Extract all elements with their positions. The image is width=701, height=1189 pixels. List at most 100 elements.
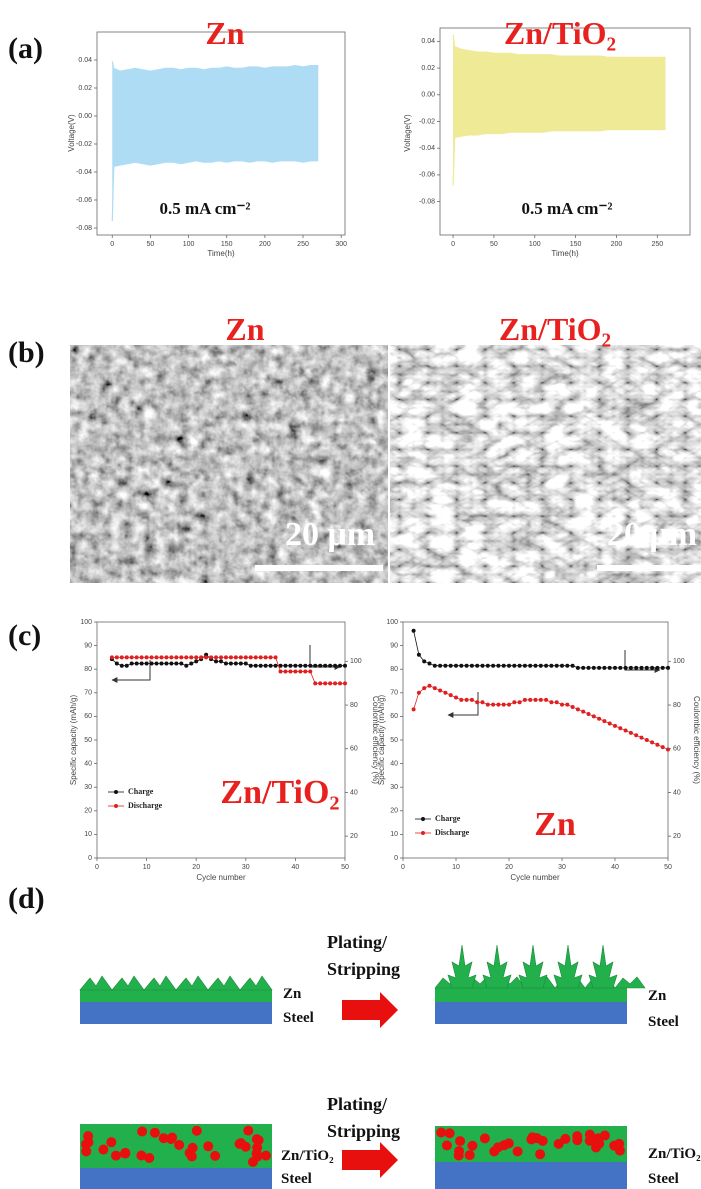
data-point xyxy=(470,698,474,702)
data-point xyxy=(486,703,490,707)
data-point xyxy=(323,664,327,668)
figure: (a) (b) (c) (d) Zn Zn/TiO₂ 20 μm 20 μm P… xyxy=(0,0,701,1189)
y-tick-label: 60 xyxy=(390,713,398,720)
data-point xyxy=(264,664,268,668)
panel-label: (b) xyxy=(8,336,45,369)
data-point xyxy=(608,666,612,670)
data-point xyxy=(328,664,332,668)
data-point xyxy=(587,712,591,716)
chart-title: Zn xyxy=(205,15,244,51)
scale-bar xyxy=(255,565,383,571)
x-tick-label: 50 xyxy=(341,864,349,871)
tio2-particle xyxy=(261,1151,271,1161)
data-point xyxy=(164,662,168,666)
layer-label: Zn/TiO₂ xyxy=(281,1148,334,1164)
data-point xyxy=(645,738,649,742)
tio2-particle xyxy=(591,1137,601,1147)
band-edge xyxy=(453,129,665,185)
x-tick-label: 150 xyxy=(570,241,582,248)
data-point xyxy=(592,714,596,718)
data-point xyxy=(214,655,218,659)
data-point xyxy=(587,666,591,670)
x-tick-label: 0 xyxy=(110,241,114,248)
data-point xyxy=(459,664,463,668)
y-tick-label: 0 xyxy=(88,855,92,862)
schematic xyxy=(80,945,645,1189)
data-point xyxy=(438,664,442,668)
layer-label: Steel xyxy=(648,1171,679,1187)
data-point xyxy=(602,719,606,723)
zn-spike xyxy=(144,976,176,990)
data-point xyxy=(539,698,543,702)
data-point xyxy=(412,629,416,633)
y-tick-label: 50 xyxy=(390,737,398,744)
data-point xyxy=(518,664,522,668)
x-tick-label: 100 xyxy=(529,241,541,248)
data-point xyxy=(438,688,442,692)
data-point xyxy=(655,666,659,670)
data-point xyxy=(174,655,178,659)
data-point xyxy=(110,655,114,659)
data-point xyxy=(303,670,307,674)
data-point xyxy=(666,747,670,751)
data-point xyxy=(650,740,654,744)
data-point xyxy=(254,655,258,659)
panel-label: (c) xyxy=(8,619,41,652)
data-point xyxy=(449,664,453,668)
y-tick-label: -0.04 xyxy=(419,145,435,152)
y-tick-label: 50 xyxy=(84,737,92,744)
data-point xyxy=(549,664,553,668)
y2-tick-label: 20 xyxy=(350,833,358,840)
layer-label: Steel xyxy=(648,1014,679,1030)
data-point xyxy=(565,703,569,707)
y-tick-label: 0.04 xyxy=(421,38,435,45)
data-point xyxy=(318,681,322,685)
data-point xyxy=(120,664,124,668)
y2-axis-title: Coulombic efficiency (%) xyxy=(692,696,701,784)
data-point xyxy=(249,664,253,668)
data-point xyxy=(318,664,322,668)
data-point xyxy=(303,664,307,668)
data-point xyxy=(239,655,243,659)
data-point xyxy=(528,664,532,668)
data-point xyxy=(169,662,173,666)
y-tick-label: -0.08 xyxy=(76,225,92,232)
data-point xyxy=(581,710,585,714)
x-tick-label: 20 xyxy=(505,864,513,871)
data-point xyxy=(475,664,479,668)
data-point xyxy=(313,664,317,668)
data-point xyxy=(179,655,183,659)
data-point xyxy=(130,662,134,666)
data-point xyxy=(338,681,342,685)
layer-label: Steel xyxy=(283,1010,314,1026)
tio2-particle xyxy=(572,1131,582,1141)
tio2-particle xyxy=(137,1126,147,1136)
data-point xyxy=(115,655,119,659)
data-point xyxy=(634,733,638,737)
data-point xyxy=(650,666,654,670)
data-point xyxy=(581,666,585,670)
annotation: 0.5 mA cm⁻² xyxy=(159,199,250,218)
data-point xyxy=(274,655,278,659)
data-point xyxy=(613,666,617,670)
y-tick-label: 60 xyxy=(84,713,92,720)
tio2-particle xyxy=(535,1149,545,1159)
data-point xyxy=(640,736,644,740)
x-tick-label: 250 xyxy=(651,241,663,248)
legend-label: Discharge xyxy=(128,801,163,810)
data-point xyxy=(224,662,228,666)
data-point xyxy=(120,655,124,659)
data-point xyxy=(624,729,628,733)
data-point xyxy=(534,664,538,668)
data-point xyxy=(481,664,485,668)
tio2-particle xyxy=(445,1128,455,1138)
zn-spike xyxy=(80,976,112,990)
y-tick-label: 10 xyxy=(84,831,92,838)
tio2-particle xyxy=(98,1145,108,1155)
steel-layer xyxy=(435,1002,627,1024)
tio2-particle xyxy=(243,1126,253,1136)
zn-spike xyxy=(615,977,645,988)
tio2-particle xyxy=(455,1136,465,1146)
sem-title: Zn xyxy=(225,311,264,347)
tio2-particle xyxy=(81,1146,91,1156)
